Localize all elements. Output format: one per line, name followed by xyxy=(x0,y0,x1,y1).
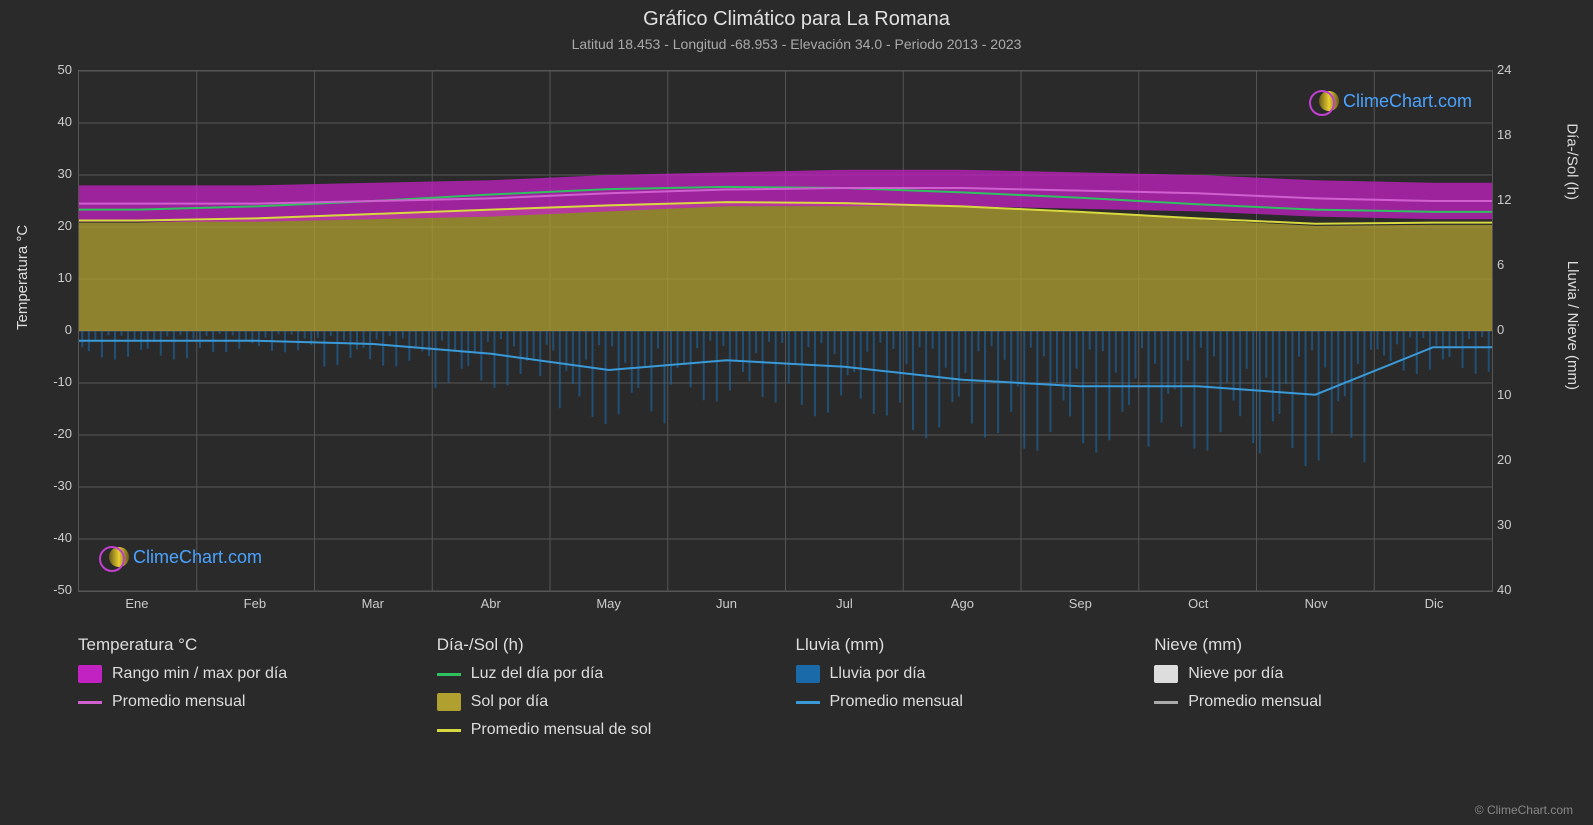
legend-label: Promedio mensual xyxy=(1188,693,1321,711)
ytick-left: 40 xyxy=(44,114,72,129)
y-axis-right-top-label: Día-/Sol (h) xyxy=(1564,123,1581,200)
legend-group-title: Nieve (mm) xyxy=(1154,635,1493,655)
legend-swatch xyxy=(796,665,820,683)
xtick-month: Jul xyxy=(836,596,853,611)
ytick-right-hours: 0 xyxy=(1497,322,1521,337)
ytick-right-mm: 20 xyxy=(1497,452,1521,467)
legend-item: Promedio mensual xyxy=(796,693,1135,711)
ytick-right-mm: 10 xyxy=(1497,387,1521,402)
legend-item: Sol por día xyxy=(437,693,776,711)
legend-group-title: Temperatura °C xyxy=(78,635,417,655)
watermark-text: ClimeChart.com xyxy=(133,547,262,568)
xtick-month: Nov xyxy=(1305,596,1328,611)
xtick-month: Oct xyxy=(1188,596,1208,611)
legend-item: Nieve por día xyxy=(1154,665,1493,683)
legend-label: Sol por día xyxy=(471,693,548,711)
xtick-month: Sep xyxy=(1069,596,1092,611)
ytick-right-hours: 24 xyxy=(1497,62,1521,77)
ytick-left: 30 xyxy=(44,166,72,181)
legend-swatch xyxy=(1154,665,1178,683)
legend-item: Promedio mensual xyxy=(1154,693,1493,711)
xtick-month: Ene xyxy=(125,596,148,611)
ytick-left: 10 xyxy=(44,270,72,285)
legend-label: Nieve por día xyxy=(1188,665,1283,683)
chart-title: Gráfico Climático para La Romana xyxy=(0,8,1593,31)
ytick-left: -40 xyxy=(44,530,72,545)
plot-area: ClimeChart.com ClimeChart.com xyxy=(78,70,1493,592)
legend-group: Lluvia (mm) Lluvia por día Promedio mensua… xyxy=(796,635,1135,739)
xtick-month: Feb xyxy=(244,596,266,611)
ytick-right-hours: 6 xyxy=(1497,257,1521,272)
chart-subtitle: Latitud 18.453 - Longitud -68.953 - Elev… xyxy=(0,36,1593,52)
ytick-left: 0 xyxy=(44,322,72,337)
ytick-left: -30 xyxy=(44,478,72,493)
xtick-month: Mar xyxy=(362,596,384,611)
xtick-month: Ago xyxy=(951,596,974,611)
ytick-left: -20 xyxy=(44,426,72,441)
ytick-right-mm: 40 xyxy=(1497,582,1521,597)
watermark-bottom: ClimeChart.com xyxy=(99,543,262,571)
y-axis-right-bottom-label: Lluvia / Nieve (mm) xyxy=(1564,261,1581,390)
chart-container: Gráfico Climático para La Romana Latitud… xyxy=(0,0,1593,825)
ytick-left: -50 xyxy=(44,582,72,597)
ytick-left: -10 xyxy=(44,374,72,389)
xtick-month: May xyxy=(596,596,621,611)
legend-group-title: Lluvia (mm) xyxy=(796,635,1135,655)
ytick-left: 50 xyxy=(44,62,72,77)
legend-swatch xyxy=(796,701,820,704)
ytick-left: 20 xyxy=(44,218,72,233)
legend-item: Luz del día por día xyxy=(437,665,776,683)
legend-item: Lluvia por día xyxy=(796,665,1135,683)
legend-swatch xyxy=(78,665,102,683)
legend-swatch xyxy=(437,729,461,732)
legend-label: Promedio mensual xyxy=(830,693,963,711)
legend-swatch xyxy=(78,701,102,704)
plot-svg xyxy=(79,71,1492,591)
legend-label: Promedio mensual xyxy=(112,693,245,711)
ytick-right-mm: 30 xyxy=(1497,517,1521,532)
legend-group: Día-/Sol (h) Luz del día por día Sol por d… xyxy=(437,635,776,739)
xtick-month: Dic xyxy=(1425,596,1444,611)
xtick-month: Abr xyxy=(481,596,501,611)
ytick-right-hours: 18 xyxy=(1497,127,1521,142)
legend-group: Temperatura °C Rango min / max por día Pro… xyxy=(78,635,417,739)
legend-label: Rango min / max por día xyxy=(112,665,287,683)
legend-swatch xyxy=(437,673,461,676)
legend-item: Rango min / max por día xyxy=(78,665,417,683)
legend-label: Promedio mensual de sol xyxy=(471,721,652,739)
legend-item: Promedio mensual de sol xyxy=(437,721,776,739)
watermark-top: ClimeChart.com xyxy=(1309,87,1472,115)
legend-group-title: Día-/Sol (h) xyxy=(437,635,776,655)
legend-swatch xyxy=(1154,701,1178,704)
ytick-right-hours: 12 xyxy=(1497,192,1521,207)
brand-icon xyxy=(1309,87,1337,115)
legend-item: Promedio mensual xyxy=(78,693,417,711)
watermark-text: ClimeChart.com xyxy=(1343,91,1472,112)
legend-label: Luz del día por día xyxy=(471,665,604,683)
brand-icon xyxy=(99,543,127,571)
copyright: © ClimeChart.com xyxy=(1475,803,1573,817)
legend-label: Lluvia por día xyxy=(830,665,926,683)
xtick-month: Jun xyxy=(716,596,737,611)
y-axis-left-label: Temperatura °C xyxy=(14,225,31,330)
legend-group: Nieve (mm) Nieve por día Promedio mensual xyxy=(1154,635,1493,739)
legend-swatch xyxy=(437,693,461,711)
legend: Temperatura °C Rango min / max por día Pro… xyxy=(78,635,1493,739)
